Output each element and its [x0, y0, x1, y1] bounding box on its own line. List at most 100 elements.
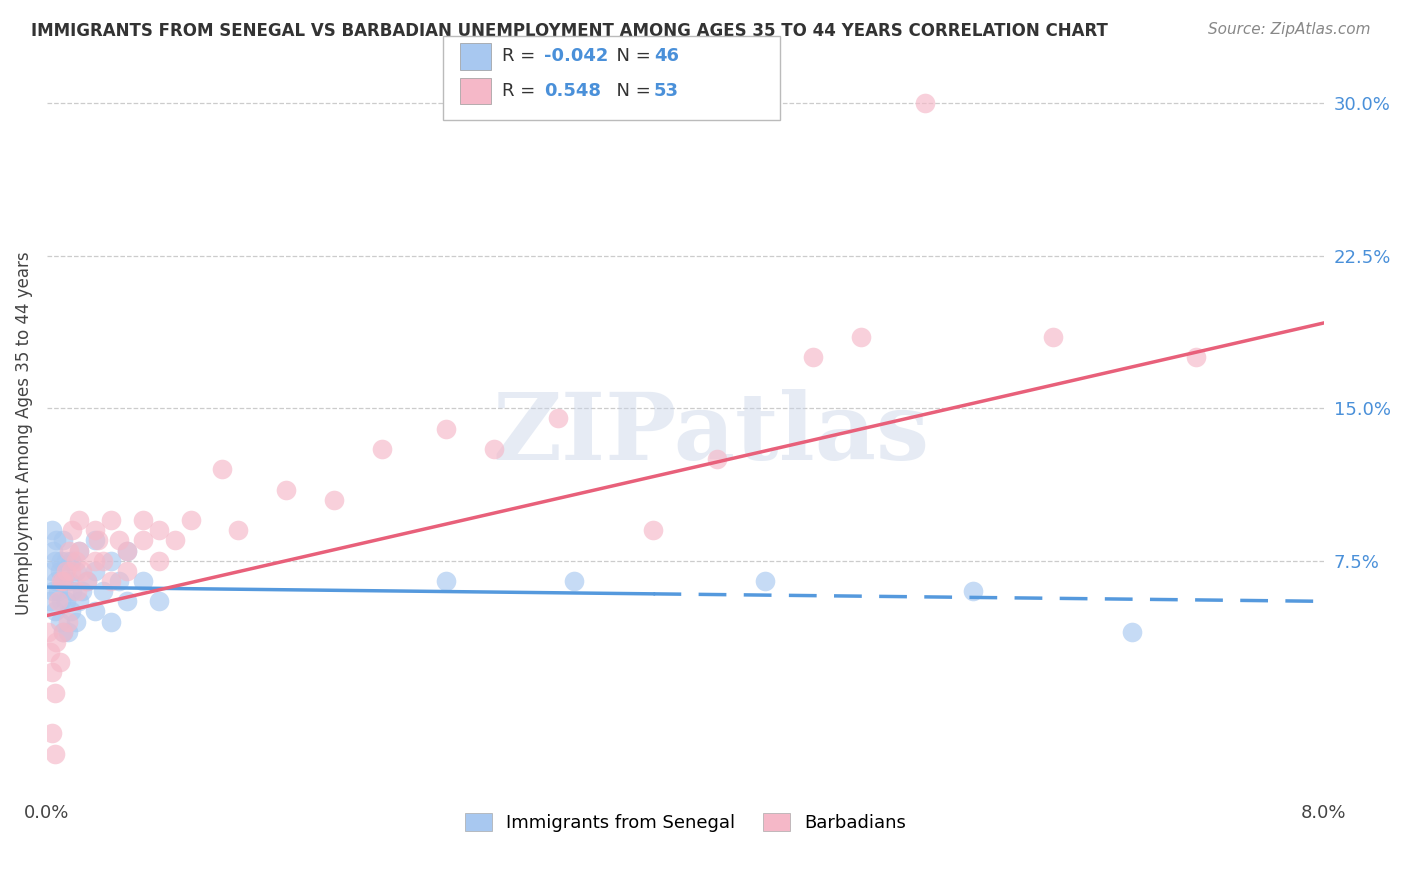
Point [46, 594, 69, 608]
Point [100, 615, 122, 629]
Point [59, 564, 82, 578]
Point [65, 554, 87, 568]
Point [91, 584, 114, 599]
Point [58, 574, 80, 588]
Point [44, 605, 66, 619]
Y-axis label: Unemployment Among Ages 35 to 44 years: Unemployment Among Ages 35 to 44 years [15, 252, 32, 615]
Point [87, 533, 110, 548]
Point [371, 442, 394, 456]
Text: IMMIGRANTS FROM SENEGAL VS BARBADIAN UNEMPLOYMENT AMONG AGES 35 TO 44 YEARS CORR: IMMIGRANTS FROM SENEGAL VS BARBADIAN UNE… [31, 22, 1108, 40]
Point [100, 574, 122, 588]
Point [41, 564, 63, 578]
Point [148, 554, 170, 568]
Text: R =: R = [502, 47, 541, 65]
Point [42, 584, 65, 599]
Legend: Immigrants from Senegal, Barbadians: Immigrants from Senegal, Barbadians [457, 805, 912, 839]
Point [91, 554, 114, 568]
Point [131, 533, 153, 548]
Point [434, 574, 457, 588]
Point [76, 574, 98, 588]
Point [65, 564, 87, 578]
Text: N =: N = [605, 47, 657, 65]
Point [180, 513, 202, 527]
Point [131, 513, 153, 527]
Point [914, 96, 936, 111]
Point [46, 584, 69, 599]
Point [643, 523, 665, 537]
Point [83, 564, 105, 578]
Point [52, 574, 75, 588]
Point [55, 564, 77, 578]
Point [62, 523, 84, 537]
Point [1185, 351, 1208, 365]
Point [56, 615, 79, 629]
Point [44, 747, 66, 761]
Text: Source: ZipAtlas.com: Source: ZipAtlas.com [1208, 22, 1371, 37]
Point [56, 624, 79, 639]
Point [115, 543, 138, 558]
Point [52, 624, 75, 639]
Point [83, 554, 105, 568]
Text: R =: R = [502, 82, 547, 100]
Point [66, 584, 89, 599]
Point [52, 574, 75, 588]
Point [62, 584, 84, 599]
Point [107, 574, 129, 588]
Text: N =: N = [605, 82, 657, 100]
Point [1121, 624, 1143, 639]
Point [67, 513, 90, 527]
Point [41, 726, 63, 740]
Point [228, 523, 250, 537]
Point [70, 564, 93, 578]
Point [39, 594, 62, 608]
Point [148, 594, 170, 608]
Point [41, 665, 63, 680]
Point [45, 533, 67, 548]
Point [547, 411, 569, 425]
Point [58, 543, 80, 558]
Point [115, 564, 138, 578]
Point [323, 492, 346, 507]
Point [45, 635, 67, 649]
Point [67, 543, 90, 558]
Point [59, 605, 82, 619]
Text: 53: 53 [654, 82, 679, 100]
Point [37, 624, 59, 639]
Point [67, 594, 90, 608]
Point [67, 543, 90, 558]
Point [52, 624, 75, 639]
Point [107, 533, 129, 548]
Point [59, 554, 82, 568]
Text: ZIPatlas: ZIPatlas [492, 389, 929, 479]
Point [42, 543, 65, 558]
Point [70, 584, 93, 599]
Point [51, 554, 73, 568]
Point [41, 523, 63, 537]
Point [115, 543, 138, 558]
Point [211, 462, 233, 476]
Text: 0.548: 0.548 [544, 82, 602, 100]
Point [562, 574, 585, 588]
Point [83, 533, 105, 548]
Point [1042, 330, 1064, 344]
Point [163, 533, 186, 548]
Point [76, 574, 98, 588]
Point [100, 513, 122, 527]
Point [52, 533, 75, 548]
Point [51, 574, 73, 588]
Point [39, 645, 62, 659]
Point [65, 615, 87, 629]
Point [148, 523, 170, 537]
Point [482, 442, 505, 456]
Point [131, 574, 153, 588]
Text: -0.042: -0.042 [544, 47, 609, 65]
Point [48, 564, 70, 578]
Point [51, 594, 73, 608]
Point [115, 594, 138, 608]
Point [849, 330, 872, 344]
Point [48, 655, 70, 669]
Point [83, 605, 105, 619]
Point [55, 594, 77, 608]
Point [962, 584, 984, 599]
Point [754, 574, 776, 588]
